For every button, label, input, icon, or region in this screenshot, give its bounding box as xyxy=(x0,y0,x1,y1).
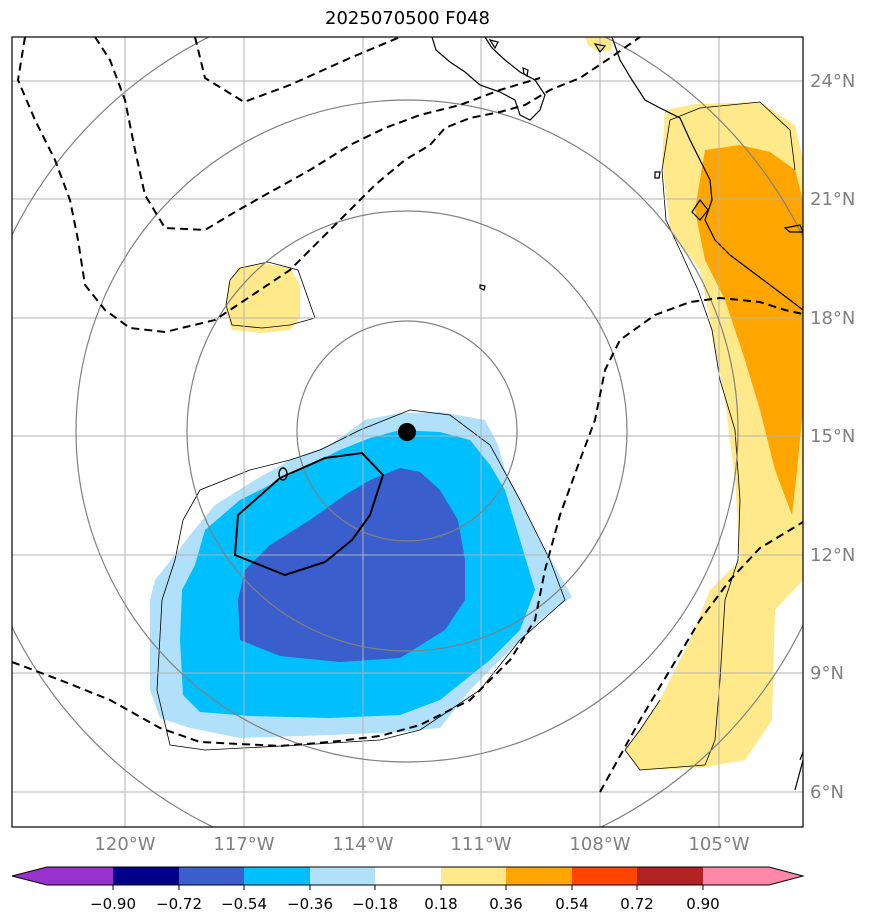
latitude-labels: 24°N 21°N 18°N 15°N 12°N 9°N 6°N xyxy=(810,71,855,803)
colorbar-right-arrow xyxy=(769,867,803,885)
map-title: 2025070500 F048 xyxy=(325,8,490,29)
positive-anomaly-orange xyxy=(695,145,803,515)
colorbar-outline xyxy=(11,866,805,886)
lon-label: 105°W xyxy=(688,834,749,855)
lat-label: 6°N xyxy=(810,782,844,803)
lon-label: 120°W xyxy=(94,834,155,855)
lat-label: 18°N xyxy=(810,308,855,329)
lat-label: 15°N xyxy=(810,426,855,447)
thin-contour-nw xyxy=(225,261,316,329)
colorbar-label: −0.54 xyxy=(221,895,267,913)
colorbar-swatch xyxy=(572,867,637,885)
lat-label: 24°N xyxy=(810,71,855,92)
colorbar-swatch xyxy=(506,867,572,885)
lat-label: 21°N xyxy=(810,189,855,210)
colorbar-label: −0.90 xyxy=(90,895,136,913)
map-frame xyxy=(11,36,804,828)
colorbar-label: 0.18 xyxy=(424,895,457,913)
lat-label: 9°N xyxy=(810,663,844,684)
colorbar-swatch xyxy=(179,867,244,885)
colorbar-swatch xyxy=(47,867,113,885)
range-rings xyxy=(12,37,803,827)
negative-anomaly-deep-blue xyxy=(238,468,465,662)
lon-label: 111°W xyxy=(450,834,511,855)
lat-label: 12°N xyxy=(810,545,855,566)
colorbar-label: −0.36 xyxy=(287,895,333,913)
colorbar-label: 0.72 xyxy=(620,895,653,913)
positive-anomaly-small-patch xyxy=(226,263,300,333)
colorbar: −0.90 −0.72 −0.54 −0.36 −0.18 0.18 0.36 … xyxy=(11,866,805,913)
colorbar-swatch xyxy=(375,867,441,885)
lon-label: 114°W xyxy=(332,834,393,855)
colorbar-swatch xyxy=(441,867,506,885)
colorbar-label: 0.54 xyxy=(555,895,588,913)
colorbar-label: −0.72 xyxy=(156,895,202,913)
lon-label: 108°W xyxy=(569,834,630,855)
colorbar-label: 0.36 xyxy=(489,895,522,913)
dashed-contours xyxy=(12,37,803,793)
colorbar-ticks xyxy=(112,885,704,890)
map-plot-area xyxy=(12,37,803,827)
colorbar-label: −0.18 xyxy=(352,895,398,913)
thin-contour-storm xyxy=(156,409,566,751)
colorbar-swatch xyxy=(637,867,703,885)
solid-contour-storm-core xyxy=(233,451,385,577)
colorbar-swatch xyxy=(310,867,375,885)
colorbar-swatch xyxy=(244,867,310,885)
colorbar-label: 0.90 xyxy=(686,895,719,913)
longitude-labels: 120°W 117°W 114°W 111°W 108°W 105°W xyxy=(94,834,749,855)
lon-label: 117°W xyxy=(213,834,274,855)
colorbar-swatch xyxy=(703,867,769,885)
storm-center-marker xyxy=(398,423,416,441)
thin-contour-east xyxy=(624,101,796,771)
colorbar-swatch xyxy=(113,867,179,885)
small-closed-contour xyxy=(278,467,288,481)
colorbar-left-arrow xyxy=(12,867,47,885)
coastlines xyxy=(431,37,803,791)
